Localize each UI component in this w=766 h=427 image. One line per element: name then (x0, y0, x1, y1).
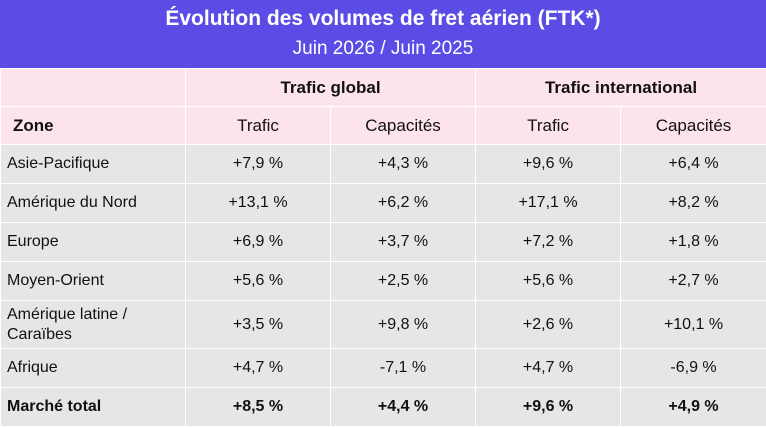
zone-cell: Afrique (1, 349, 186, 388)
intl-traffic-cell: +2,6 % (476, 301, 621, 349)
global-traffic-cell: +5,6 % (186, 262, 331, 301)
zone-cell: Marché total (1, 388, 186, 427)
column-header-global-capacity: Capacités (331, 107, 476, 145)
intl-traffic-cell: +17,1 % (476, 184, 621, 223)
intl-traffic-cell: +9,6 % (476, 145, 621, 184)
zone-cell: Moyen-Orient (1, 262, 186, 301)
global-capacity-cell: +4,4 % (331, 388, 476, 427)
column-header-zone: Zone (1, 107, 186, 145)
table-row: Moyen-Orient +5,6 % +2,5 % +5,6 % +2,7 % (1, 262, 766, 301)
intl-capacity-cell: +6,4 % (621, 145, 766, 184)
zone-cell: Europe (1, 223, 186, 262)
column-header-global-traffic: Trafic (186, 107, 331, 145)
group-header-global: Trafic global (186, 69, 476, 107)
global-capacity-cell: +2,5 % (331, 262, 476, 301)
global-traffic-cell: +3,5 % (186, 301, 331, 349)
intl-capacity-cell: +2,7 % (621, 262, 766, 301)
global-capacity-cell: -7,1 % (331, 349, 476, 388)
column-header-intl-traffic: Trafic (476, 107, 621, 145)
global-capacity-cell: +9,8 % (331, 301, 476, 349)
zone-cell: Amérique du Nord (1, 184, 186, 223)
group-header-row: Trafic global Trafic international (1, 69, 766, 107)
freight-volume-table: Trafic global Trafic international Zone … (0, 68, 766, 427)
total-row: Marché total +8,5 % +4,4 % +9,6 % +4,9 % (1, 388, 766, 427)
zone-cell: Amérique latine / Caraïbes (1, 301, 186, 349)
intl-traffic-cell: +5,6 % (476, 262, 621, 301)
intl-capacity-cell: +4,9 % (621, 388, 766, 427)
table-row: Amérique du Nord +13,1 % +6,2 % +17,1 % … (1, 184, 766, 223)
table-row: Amérique latine / Caraïbes +3,5 % +9,8 %… (1, 301, 766, 349)
intl-capacity-cell: +8,2 % (621, 184, 766, 223)
empty-corner-cell (1, 69, 186, 107)
table-row: Asie-Pacifique +7,9 % +4,3 % +9,6 % +6,4… (1, 145, 766, 184)
column-header-intl-capacity: Capacités (621, 107, 766, 145)
intl-capacity-cell: +1,8 % (621, 223, 766, 262)
global-traffic-cell: +4,7 % (186, 349, 331, 388)
title-banner: Évolution des volumes de fret aérien (FT… (0, 0, 766, 68)
global-capacity-cell: +3,7 % (331, 223, 476, 262)
global-traffic-cell: +6,9 % (186, 223, 331, 262)
intl-traffic-cell: +7,2 % (476, 223, 621, 262)
group-header-international: Trafic international (476, 69, 766, 107)
global-capacity-cell: +4,3 % (331, 145, 476, 184)
table-row: Europe +6,9 % +3,7 % +7,2 % +1,8 % (1, 223, 766, 262)
global-traffic-cell: +13,1 % (186, 184, 331, 223)
zone-cell: Asie-Pacifique (1, 145, 186, 184)
global-capacity-cell: +6,2 % (331, 184, 476, 223)
table-title: Évolution des volumes de fret aérien (FT… (0, 7, 766, 31)
intl-capacity-cell: +10,1 % (621, 301, 766, 349)
intl-traffic-cell: +9,6 % (476, 388, 621, 427)
column-header-row: Zone Trafic Capacités Trafic Capacités (1, 107, 766, 145)
intl-capacity-cell: -6,9 % (621, 349, 766, 388)
table-subtitle: Juin 2026 / Juin 2025 (0, 38, 766, 60)
intl-traffic-cell: +4,7 % (476, 349, 621, 388)
table-row: Afrique +4,7 % -7,1 % +4,7 % -6,9 % (1, 349, 766, 388)
global-traffic-cell: +8,5 % (186, 388, 331, 427)
global-traffic-cell: +7,9 % (186, 145, 331, 184)
